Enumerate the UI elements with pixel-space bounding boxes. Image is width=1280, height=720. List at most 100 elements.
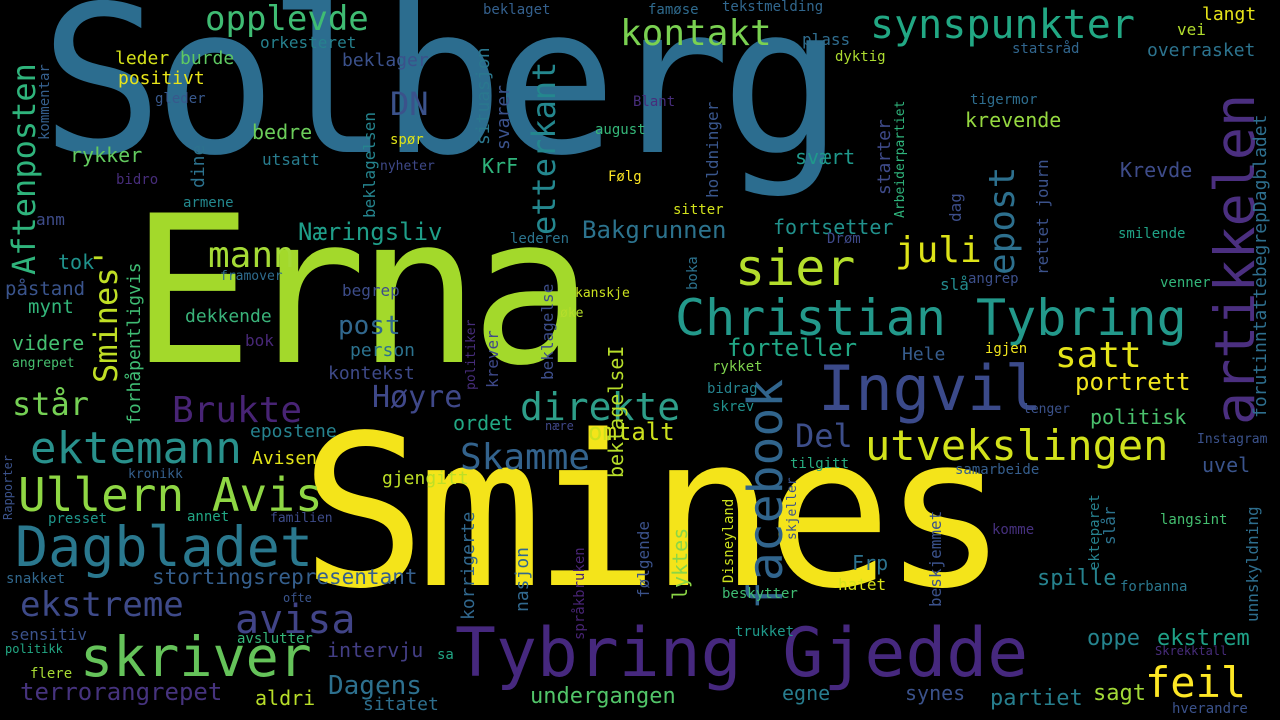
word: Rapporter (1, 454, 15, 520)
word: kanskje (575, 286, 630, 301)
word: Bakgrunnen (582, 216, 727, 244)
word: overrasket (1147, 40, 1256, 61)
word: uvel (1202, 453, 1251, 477)
word: krevende (965, 108, 1062, 132)
word: tekstmelding (722, 0, 824, 15)
word: famøse (648, 2, 699, 18)
word: snakket (6, 571, 66, 587)
word: Skrekktall (1155, 644, 1228, 658)
word: egne (782, 681, 831, 705)
word: vei (1177, 20, 1206, 39)
word: venner (1160, 275, 1211, 291)
word: Christian Tybring (675, 289, 1187, 347)
word: langsint (1160, 512, 1228, 528)
word: dine (188, 144, 209, 188)
word: sitter (673, 202, 724, 218)
word: gjengitt (382, 468, 469, 489)
word: skrev (712, 399, 755, 415)
word: bedre (252, 120, 313, 144)
word: Disneyland (721, 498, 737, 583)
word: dekkende (185, 306, 272, 327)
word: står (12, 385, 90, 423)
word: rettet journ (1033, 159, 1052, 275)
word: sagt (1093, 681, 1146, 706)
word: beklagelsen (360, 112, 379, 218)
word: leder (115, 48, 170, 69)
word: forbanna (1120, 579, 1188, 595)
word: påstand (5, 278, 86, 300)
word: synes (905, 681, 966, 705)
word: skjeller (785, 477, 800, 540)
word: ekstreme (20, 585, 184, 625)
word: statsråd (1012, 41, 1080, 57)
word: lyktes (668, 527, 692, 600)
word: Ingvil (818, 352, 1042, 425)
word: Blant (633, 94, 676, 110)
word: partiet (990, 686, 1083, 711)
word: angrepet (12, 356, 75, 371)
word: presset (48, 511, 108, 527)
word: spille (1037, 566, 1117, 591)
word: igjen (985, 341, 1028, 357)
word: bok (245, 331, 274, 350)
word: gleder (155, 91, 206, 107)
word: juli (895, 230, 982, 271)
word: Drøm (827, 231, 861, 247)
word: Ullern Avis (18, 468, 323, 522)
word: Arbeiderpartiet (893, 100, 908, 218)
word: Dagens (328, 671, 422, 701)
word: etterkant (525, 61, 563, 235)
word: intervju (327, 638, 424, 662)
word: situasjon (473, 47, 494, 145)
word: burde (180, 48, 235, 69)
word: undergangen (530, 684, 676, 709)
word: rykket (712, 359, 763, 375)
word: Instagram (1197, 432, 1268, 447)
word: sa (437, 647, 454, 663)
word: komme (992, 522, 1035, 538)
word: kronikk (128, 467, 183, 482)
word: politisk (1090, 405, 1187, 429)
word: Smines' (87, 248, 125, 383)
word: forutinntattebegrepDagbladet (1250, 114, 1271, 418)
word: langt (1202, 4, 1257, 25)
word: portrett (1075, 368, 1191, 396)
word: samarbeide (955, 462, 1040, 478)
word: Høyre (372, 380, 463, 415)
word: beklagelse (538, 283, 557, 380)
word: opplevde (205, 0, 369, 39)
word: lenger (1023, 402, 1070, 417)
word: beklaget (483, 2, 551, 18)
word: DN (390, 85, 429, 123)
word: nyheter (380, 159, 435, 174)
word: spør (390, 132, 424, 148)
word: Erna (130, 173, 594, 411)
word: positivt (118, 68, 205, 89)
word: bidrag (707, 381, 758, 397)
word: tigermor (970, 92, 1038, 108)
word: Solberg (40, 0, 844, 201)
word: Dagbladet (15, 515, 314, 579)
word: Krevde (1120, 158, 1193, 182)
word: ofte (283, 591, 312, 605)
word: terrorangrepet (20, 678, 223, 706)
word: ektemann (30, 423, 242, 474)
word: person (350, 340, 416, 361)
word: post (338, 311, 401, 341)
word: politiker (464, 319, 479, 390)
word: beskytter (722, 586, 798, 602)
word: familien (270, 511, 333, 526)
word: rykker (70, 143, 143, 167)
word: videre (12, 331, 85, 355)
word: mann (208, 235, 295, 276)
word: mynt (28, 296, 74, 318)
word: bidro (116, 172, 159, 188)
word: lederen (510, 231, 570, 247)
word: direkte (520, 385, 681, 429)
word: kontakt (620, 13, 772, 54)
word: Følg (608, 169, 642, 185)
word: sitatet (363, 694, 439, 715)
word: politikk (5, 642, 63, 656)
word: august (595, 122, 646, 138)
